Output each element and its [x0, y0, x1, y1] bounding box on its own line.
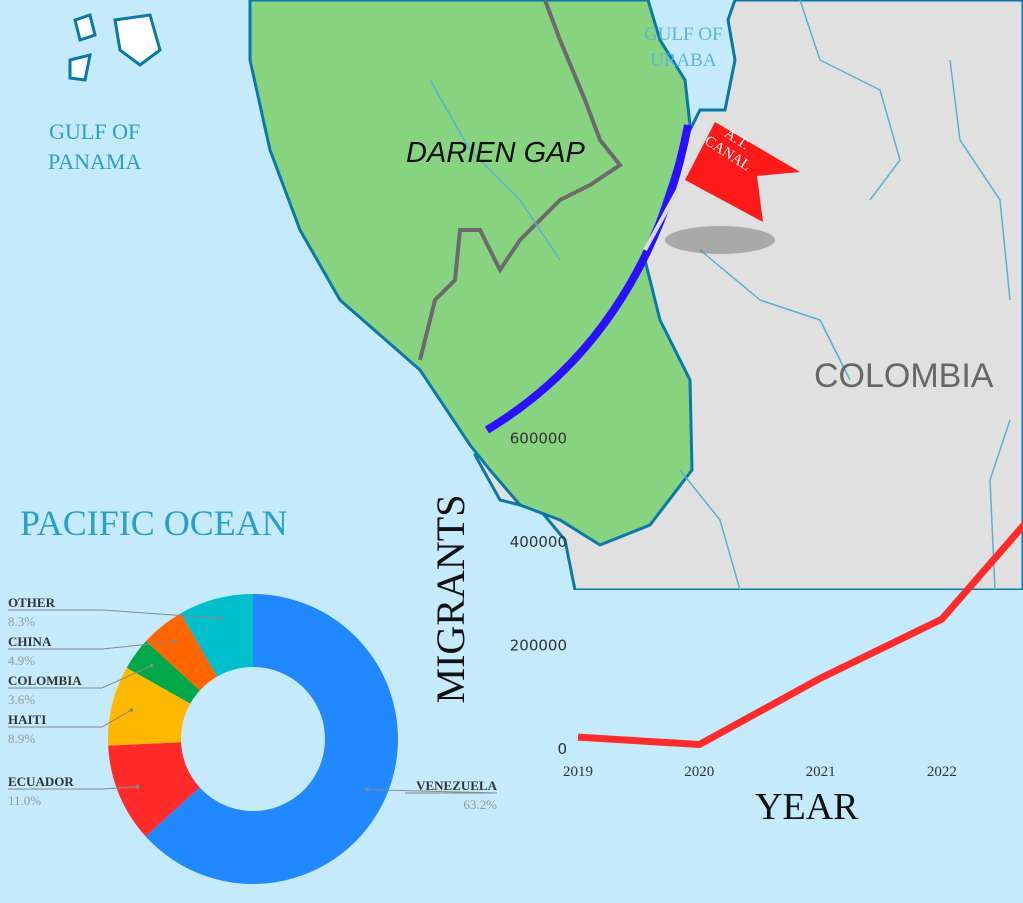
leader-dot [150, 663, 154, 668]
x-tick-label: 2019 [563, 764, 593, 780]
slice-percent: 8.9% [8, 731, 35, 746]
x-tick-label: 2020 [684, 764, 714, 780]
slice-label: VENEZUELA [416, 778, 498, 793]
slice-percent: 4.9% [8, 653, 35, 668]
canal-flag [685, 122, 800, 222]
leader-dot [129, 708, 134, 712]
label-darien-gap: DARIEN GAP [406, 137, 585, 169]
donut-slice-ecuador [108, 742, 200, 837]
slice-percent: 3.6% [8, 692, 35, 707]
label-pacific-ocean: PACIFIC OCEAN [20, 503, 288, 543]
leader-dot [135, 784, 140, 789]
darien-region [248, 0, 694, 547]
donut-slice-haiti [108, 667, 191, 746]
slice-label: COLOMBIA [8, 673, 82, 688]
x-axis-title: YEAR [755, 786, 859, 828]
y-tick-label: 600000 [510, 430, 567, 448]
leader-line [8, 709, 132, 728]
y-tick-label: 400000 [510, 533, 567, 551]
label-gulf-uraba: GULF OF URABA [644, 22, 723, 74]
donut-slice-other [180, 594, 253, 677]
leader-line [8, 609, 221, 619]
darien-gap-map [68, 0, 1023, 590]
rivers [429, 0, 1011, 590]
x-tick-label: 2021 [806, 764, 836, 780]
label-colombia: COLOMBIA [814, 357, 994, 395]
label-line: GULF OF [49, 119, 141, 144]
islands [68, 13, 162, 82]
flag-shadow [665, 226, 775, 254]
migration-route [484, 124, 692, 434]
flag-pole [643, 121, 717, 251]
x-tick-label: 2022 [927, 764, 957, 780]
label-line: URABA [650, 50, 717, 71]
leader-line [367, 789, 498, 794]
label-gulf-panama: GULF OF PANAMA [48, 117, 141, 177]
slice-label: OTHER [8, 595, 56, 610]
y-axis-title: MIGRANTS [428, 494, 473, 704]
label-line: GULF OF [644, 24, 723, 45]
leader-dot [172, 639, 177, 644]
slice-percent: 63.2% [463, 797, 497, 812]
slice-label: ECUADOR [8, 774, 74, 789]
slice-label: HAITI [8, 712, 46, 727]
leader-line [8, 786, 138, 790]
slice-percent: 8.3% [8, 614, 35, 629]
leader-dot [365, 787, 370, 792]
slice-label: CHINA [8, 634, 52, 649]
leader-dot [218, 616, 223, 621]
leader-line [8, 641, 175, 650]
y-tick-label: 0 [557, 740, 567, 758]
migrants-line [577, 520, 1023, 749]
donut-slice-colombia [126, 641, 200, 704]
donut-slice-china [145, 613, 218, 691]
label-line: PANAMA [48, 149, 142, 174]
leader-line [8, 665, 153, 689]
border-line [418, 0, 623, 361]
slice-percent: 11.0% [8, 793, 41, 808]
y-tick-label: 200000 [510, 637, 567, 655]
donut-slice-venezuela [145, 594, 399, 885]
